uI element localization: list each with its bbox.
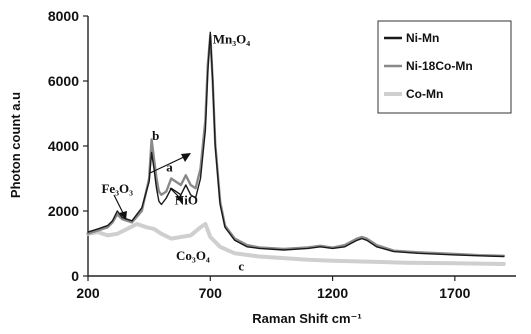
annotation-arrows <box>113 153 191 220</box>
arrowhead-a <box>176 194 183 201</box>
y-tick-group: 0 2000 4000 6000 8000 <box>48 8 88 284</box>
x-tick-label: 1200 <box>317 285 348 301</box>
series-group <box>86 31 506 266</box>
legend: Ni-Mn Ni-18Co-Mn Co-Mn <box>377 20 512 114</box>
annotation-label: c <box>238 258 244 273</box>
arrowhead-fe <box>119 211 127 220</box>
y-tick-label: 4000 <box>48 138 79 154</box>
y-tick-label: 8000 <box>48 8 79 24</box>
x-tick-label: 700 <box>199 285 223 301</box>
arrow-a-to-peak <box>169 187 181 199</box>
annotation-label: Co₃O₄ <box>176 248 210 263</box>
series-line-ni-mn <box>87 31 505 258</box>
arrowhead-b <box>181 153 191 162</box>
annotation-label: a <box>166 159 173 174</box>
legend-label: Ni-18Co-Mn <box>406 59 473 73</box>
legend-label: Ni-Mn <box>406 31 439 45</box>
y-tick-label: 0 <box>71 268 79 284</box>
annotation-group: Mn₃O₄ b a Fe₃O₃ NiO Co₃O₄ c <box>101 32 250 274</box>
x-axis-title: Raman Shift cm⁻¹ <box>252 311 361 326</box>
y-axis-title: Photon count a.u <box>8 92 23 198</box>
annotation-label: b <box>152 128 159 143</box>
x-tick-group: 200 700 1200 1700 <box>76 276 471 301</box>
series-line-co-mn <box>86 222 506 266</box>
y-tick-label: 6000 <box>48 73 79 89</box>
annotation-label: NiO <box>175 193 198 208</box>
y-tick-label: 2000 <box>48 203 79 219</box>
annotation-label: Fe₃O₃ <box>101 181 133 196</box>
arrow-b-to-peak <box>149 155 187 174</box>
x-tick-label: 200 <box>76 285 100 301</box>
annotation-label: Mn₃O₄ <box>213 32 251 47</box>
arrow-fe-to-peak <box>113 194 125 216</box>
legend-label: Co-Mn <box>406 87 443 101</box>
x-tick-label: 1700 <box>439 285 470 301</box>
